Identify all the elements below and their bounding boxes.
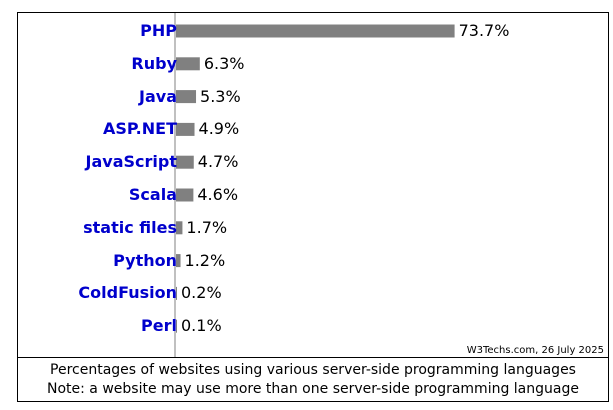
plot-area: PHP 73.7% Ruby 6.3% Java 5.3% ASP.NET 4.9% JavaS… [18, 13, 608, 357]
category-label: ColdFusion [78, 283, 177, 303]
bar-javascript [176, 155, 194, 169]
category-label: JavaScript [85, 152, 177, 172]
bar-ruby [176, 57, 200, 71]
category-label: Python [113, 250, 177, 270]
category-label: PHP [140, 21, 177, 40]
bar-php [176, 24, 455, 38]
category-label: Scala [128, 185, 177, 204]
value-label: 1.7% [186, 217, 228, 237]
value-label: 4.7% [197, 152, 239, 172]
category-label: static files [83, 217, 177, 237]
value-label: 0.1% [181, 316, 222, 336]
bar-static-files [176, 221, 183, 235]
source-credit: W3Techs.com, 26 July 2025 [466, 345, 604, 356]
caption-line-2: Note: a website may use more than one se… [47, 381, 579, 397]
category-label: Java [139, 86, 177, 106]
category-label: Ruby [131, 53, 177, 73]
caption-line-1: Percentages of websites using various se… [50, 362, 576, 378]
bar-perl [176, 319, 177, 333]
chart-caption: Percentages of websites using various se… [18, 357, 608, 401]
bar-chart [174, 13, 455, 357]
value-label: 5.3% [200, 86, 241, 106]
bar-asp-net [176, 122, 195, 136]
value-label: 1.2% [184, 250, 226, 270]
chart-frame: PHP 73.7% Ruby 6.3% Java 5.3% ASP.NET 4.9% JavaS… [17, 12, 609, 402]
value-label: 4.9% [198, 119, 240, 139]
value-label: 6.3% [203, 53, 245, 73]
value-label: 0.2% [181, 283, 222, 303]
bar-java [176, 90, 197, 104]
category-label: ASP.NET [102, 119, 177, 139]
bar-python [176, 254, 181, 268]
value-label: 73.7% [458, 21, 510, 40]
category-label: Perl [141, 316, 177, 336]
bar-coldfusion [176, 286, 177, 300]
value-label: 4.6% [197, 185, 239, 204]
bar-scala [176, 188, 194, 202]
